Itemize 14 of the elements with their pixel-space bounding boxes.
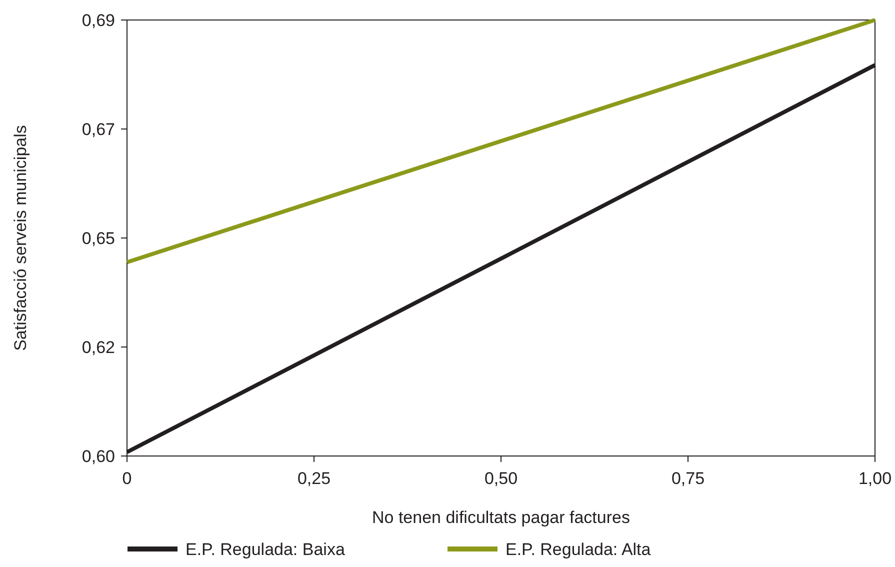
x-tick-label: 1,00 <box>858 469 892 488</box>
x-tick-label: 0,25 <box>297 469 331 488</box>
y-tick-label: 0,60 <box>82 446 115 466</box>
y-tick-label: 0,62 <box>82 338 115 357</box>
y-tick-label: 0,67 <box>82 120 115 139</box>
y-tick-label: 0,65 <box>82 228 115 248</box>
legend-label: E.P. Regulada: Alta <box>506 540 652 559</box>
y-axis-title: Satisfacció serveis municipals <box>11 125 30 351</box>
legend-label: E.P. Regulada: Baixa <box>186 540 346 559</box>
x-tick-label: 0,75 <box>671 469 705 488</box>
x-tick-label: 0 <box>122 469 132 488</box>
x-tick-label: 0,50 <box>484 469 518 488</box>
y-tick-label: 0,69 <box>82 10 115 30</box>
x-axis-title: No tenen dificultats pagar factures <box>372 508 630 527</box>
